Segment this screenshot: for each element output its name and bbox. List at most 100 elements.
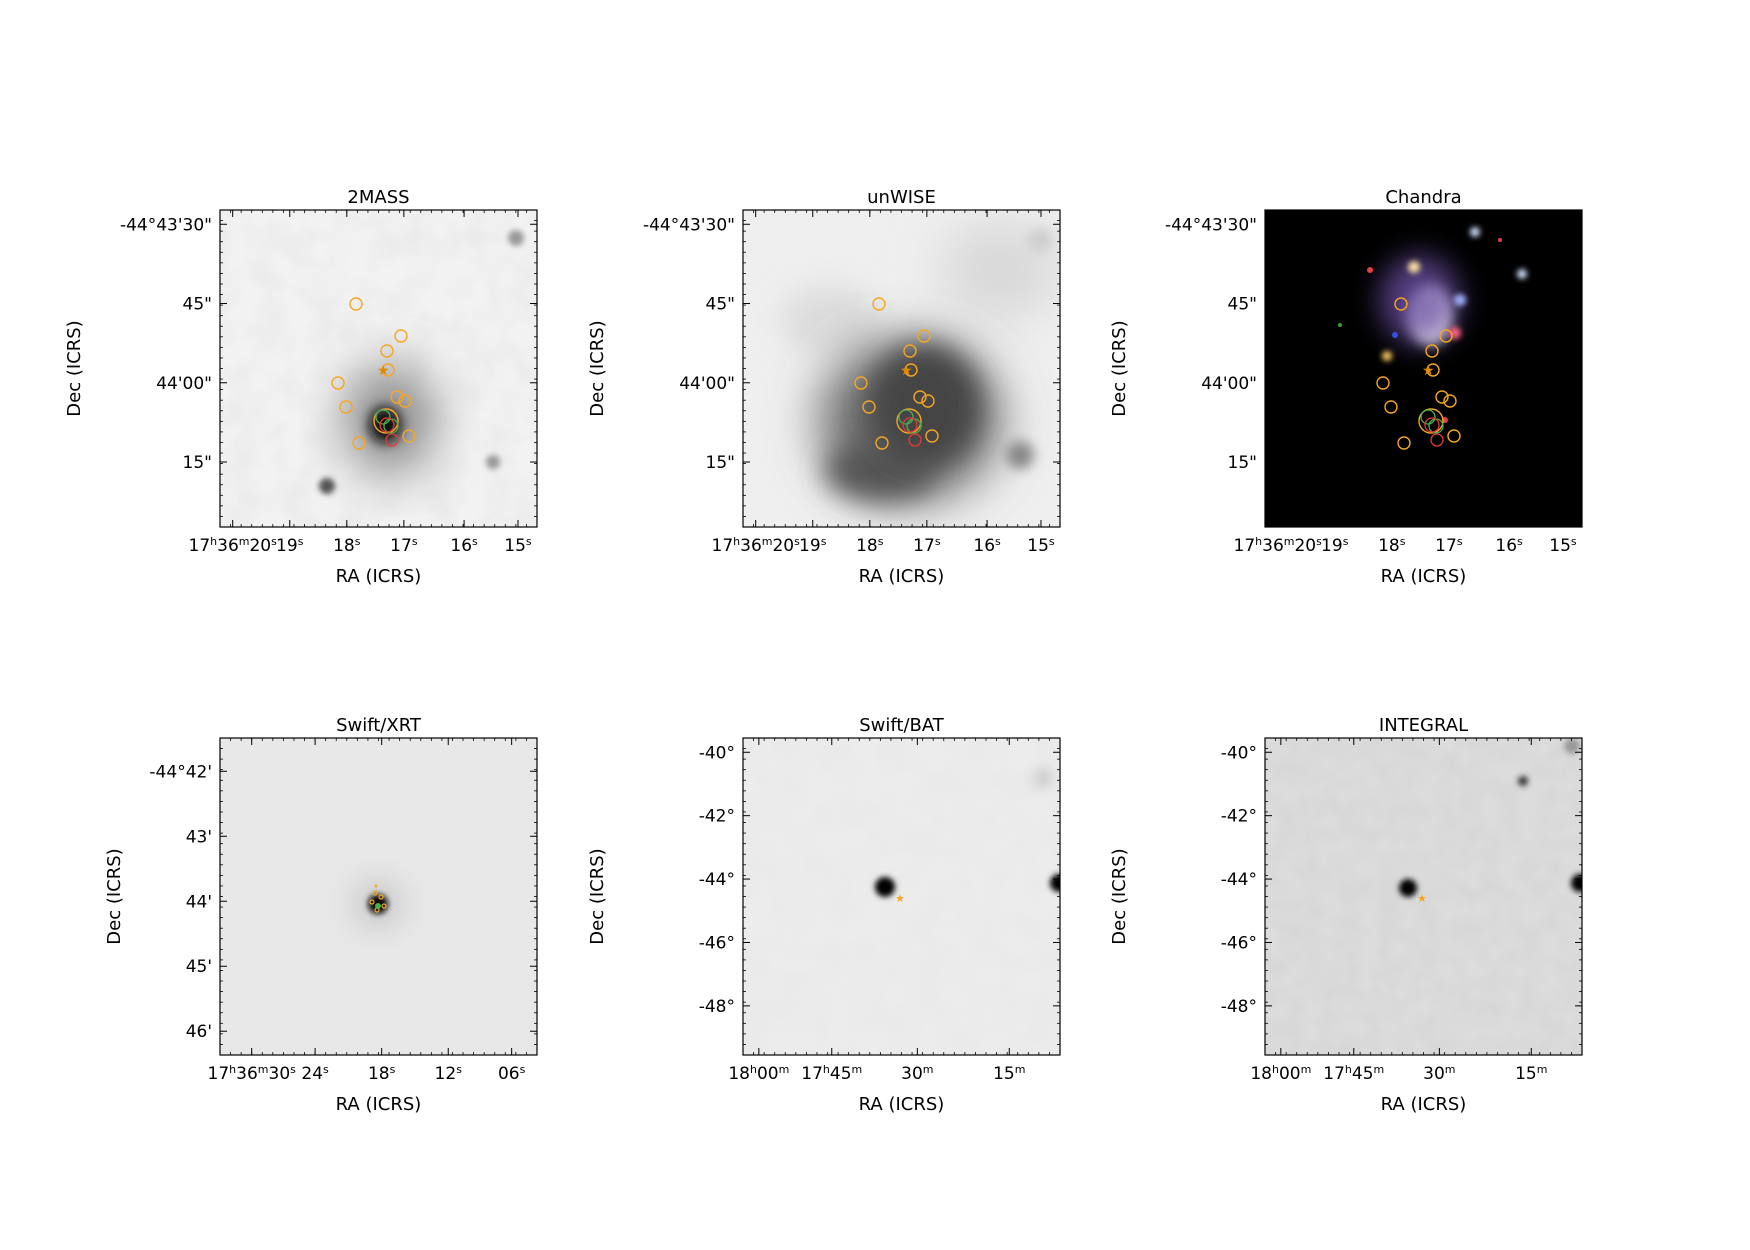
panel-integral: ★ (1265, 738, 1582, 1055)
axes-integral: INTEGRAL -40° -42° -44° -46° -48° 18h00m 17h45m… (1109, 715, 1583, 1115)
x-tick-label: 17h45m (801, 1063, 862, 1085)
y-axis-label: Dec (ICRS) (587, 320, 608, 416)
x-tick-label: 18s (333, 535, 361, 557)
panel-swift-xrt-image (220, 738, 537, 1055)
panel-title: INTEGRAL (1379, 715, 1468, 736)
x-tick-label: 16s (973, 535, 1001, 557)
y-tick-label: 43' (186, 827, 212, 847)
y-tick-label: 45' (186, 957, 212, 977)
x-axis-label: RA (ICRS) (336, 1094, 422, 1115)
x-tick-label: 17h36m20s (712, 535, 801, 557)
x-tick-label: 17h36m20s (1234, 535, 1323, 557)
y-tick-label: 45" (706, 295, 735, 315)
y-tick-label: 46' (186, 1022, 212, 1042)
x-tick-label: 15s (1549, 535, 1577, 557)
svg-text:★: ★ (900, 363, 913, 379)
axes-chandra: Chandra -44°43'30" 45" 44'00" 15" 17h36m20s 19… (1109, 187, 1583, 587)
y-tick-label: 44'00" (1201, 374, 1257, 394)
x-axis-label: RA (ICRS) (1381, 1094, 1467, 1115)
x-axis-label: RA (ICRS) (336, 566, 422, 587)
x-tick-label: 18h00m (1250, 1063, 1311, 1085)
y-tick-label: -44° (699, 870, 735, 890)
axes-layer: 2MASS-44°43'30"45"44'00"15"17h36m20s 19s 1… (64, 187, 1583, 1115)
y-axis-label: Dec (ICRS) (587, 848, 608, 944)
x-tick-label: 16s (450, 535, 478, 557)
y-tick-label: 15" (183, 453, 212, 473)
x-tick-label: 15s (504, 535, 532, 557)
x-tick-label: 30m (901, 1063, 933, 1085)
x-axis-label: RA (ICRS) (1381, 566, 1467, 587)
y-tick-label: -40° (1221, 743, 1257, 763)
svg-text:★: ★ (1417, 892, 1427, 905)
panel-unwise: ★ (743, 210, 1060, 527)
panel-swift-bat-image: ★ (743, 738, 1060, 1055)
panel-title: 2MASS (347, 187, 409, 208)
y-tick-label: -40° (699, 743, 735, 763)
y-tick-label: -48° (1221, 997, 1257, 1017)
panel-title: unWISE (867, 187, 936, 208)
y-tick-label: -44°43'30" (120, 215, 212, 235)
panel-title: Swift/XRT (336, 715, 422, 736)
panel-2mass: ★ (220, 210, 537, 527)
panel-unwise-image: ★ (743, 210, 1060, 527)
x-tick-label: 17h36m30s (208, 1063, 297, 1085)
y-axis-label: Dec (ICRS) (104, 848, 125, 944)
x-tick-label: 18s (1378, 535, 1406, 557)
y-tick-label: 44' (186, 892, 212, 912)
y-tick-label: 44'00" (679, 374, 735, 394)
y-tick-label: -44°42' (149, 762, 212, 782)
panel-title: Chandra (1385, 187, 1461, 208)
y-tick-label: 45" (1228, 295, 1257, 315)
axes-unwise: unWISE -44°43'30" 45" 44'00" 15" 17h36m20s 19s… (587, 187, 1061, 587)
x-tick-label: 15s (1027, 535, 1055, 557)
y-tick-label: -46° (699, 933, 735, 953)
panel-title: Swift/BAT (859, 715, 945, 736)
axes-twomass: 2MASS -44°43'30" 45" 44'00" 15" 17h36m20s 19s 1… (64, 187, 538, 587)
x-tick-label: 15m (993, 1063, 1025, 1085)
y-tick-label: -42° (699, 807, 735, 827)
x-tick-label: 24s (301, 1063, 329, 1085)
x-tick-label: 16s (1495, 535, 1523, 557)
y-axis-label: Dec (ICRS) (1109, 848, 1130, 944)
panel-2mass-image: ★ (220, 210, 537, 527)
y-axis-label: Dec (ICRS) (1109, 320, 1130, 416)
y-tick-label: 45" (183, 295, 212, 315)
x-tick-label: 18s (856, 535, 884, 557)
y-tick-label: -44°43'30" (643, 215, 735, 235)
x-tick-label: 19s (799, 535, 827, 557)
x-tick-label: 30m (1423, 1063, 1455, 1085)
panel-integral-image: ★ (1265, 738, 1582, 1055)
y-tick-label: -42° (1221, 807, 1257, 827)
y-axis-label: Dec (ICRS) (64, 320, 85, 416)
x-tick-label: 17h36m20s (189, 535, 278, 557)
x-tick-label: 18h00m (728, 1063, 789, 1085)
x-tick-label: 12s (435, 1063, 463, 1085)
x-tick-label: 19s (1321, 535, 1349, 557)
x-axis-label: RA (ICRS) (859, 566, 945, 587)
x-tick-label: 19s (276, 535, 304, 557)
x-tick-label: 18s (368, 1063, 396, 1085)
y-tick-label: -48° (699, 997, 735, 1017)
x-tick-label: 17s (1435, 535, 1463, 557)
axes-xrt: Swift/XRT -44°42' 43' 44' 45' 46' 17h36m30s 24s… (104, 715, 538, 1115)
panel-swift-xrt (220, 738, 537, 1055)
y-tick-label: -46° (1221, 933, 1257, 953)
x-tick-label: 15m (1515, 1063, 1547, 1085)
y-tick-label: -44°43'30" (1165, 215, 1257, 235)
panel-chandra: ★ (1265, 210, 1582, 527)
svg-text:★: ★ (1422, 363, 1435, 379)
x-tick-label: 17s (913, 535, 941, 557)
x-axis-label: RA (ICRS) (859, 1094, 945, 1115)
x-tick-label: 06s (498, 1063, 526, 1085)
axes-bat: Swift/BAT -40° -42° -44° -46° -48° 18h00m 17h45… (587, 715, 1061, 1115)
panel-swift-bat: ★ (743, 738, 1060, 1055)
x-tick-label: 17h45m (1323, 1063, 1384, 1085)
svg-text:★: ★ (895, 892, 905, 905)
y-tick-label: -44° (1221, 870, 1257, 890)
svg-text:★: ★ (377, 363, 390, 379)
x-tick-label: 17s (390, 535, 418, 557)
y-tick-label: 15" (706, 453, 735, 473)
y-tick-label: 44'00" (156, 374, 212, 394)
y-tick-label: 15" (1228, 453, 1257, 473)
